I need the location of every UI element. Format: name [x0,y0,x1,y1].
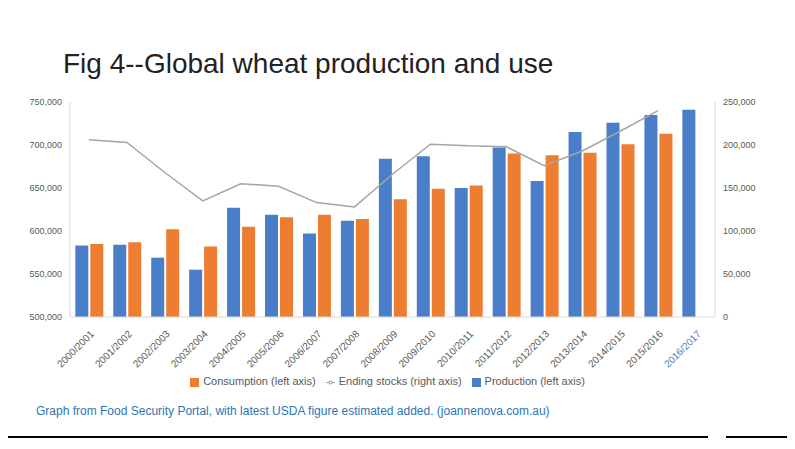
svg-text:2007/2008: 2007/2008 [320,328,362,370]
svg-text:2008/2009: 2008/2009 [358,328,400,370]
svg-text:2004/2005: 2004/2005 [207,328,249,370]
svg-text:2013/2014: 2013/2014 [548,328,590,370]
svg-text:700,000: 700,000 [29,140,62,150]
svg-text:250,000: 250,000 [723,97,756,107]
svg-text:100,000: 100,000 [723,226,756,236]
svg-text:2009/2010: 2009/2010 [396,328,438,370]
svg-text:2014/2015: 2014/2015 [586,328,628,370]
svg-text:750,000: 750,000 [29,97,62,107]
html-text:Ending stocks (right axis): Ending stocks (right axis) [338,375,462,387]
svg-text:2010/2011: 2010/2011 [435,328,476,369]
html-text:Consumption (left axis): Consumption (left axis) [203,375,316,387]
svg-text:2003/2004: 2003/2004 [169,328,211,370]
svg-text:50,000: 50,000 [723,269,751,279]
svg-text:2011/2012: 2011/2012 [473,328,514,369]
svg-text:200,000: 200,000 [723,140,756,150]
svg-text:0: 0 [723,312,728,322]
svg-text:2002/2003: 2002/2003 [131,328,173,370]
svg-text:2001/2002: 2001/2002 [93,328,135,370]
svg-text:2006/2007: 2006/2007 [282,328,324,370]
svg-text:600,000: 600,000 [29,226,62,236]
html-text:Fig 4--Global wheat production: Fig 4--Global wheat production and use [63,48,554,79]
svg-text:550,000: 550,000 [29,269,62,279]
html-text:Production (left axis): Production (left axis) [484,375,585,387]
svg-text:2015/2016: 2015/2016 [624,328,666,370]
svg-text:2016/2017: 2016/2017 [662,328,704,370]
svg-text:150,000: 150,000 [723,183,756,193]
svg-text:2000/2001: 2000/2001 [55,328,97,370]
svg-text:2012/2013: 2012/2013 [510,328,552,370]
svg-text:650,000: 650,000 [29,183,62,193]
svg-text:500,000: 500,000 [29,312,62,322]
html-text:Graph from Food Security Porta: Graph from Food Security Portal, with la… [36,404,550,418]
svg-text:2005/2006: 2005/2006 [245,328,287,370]
